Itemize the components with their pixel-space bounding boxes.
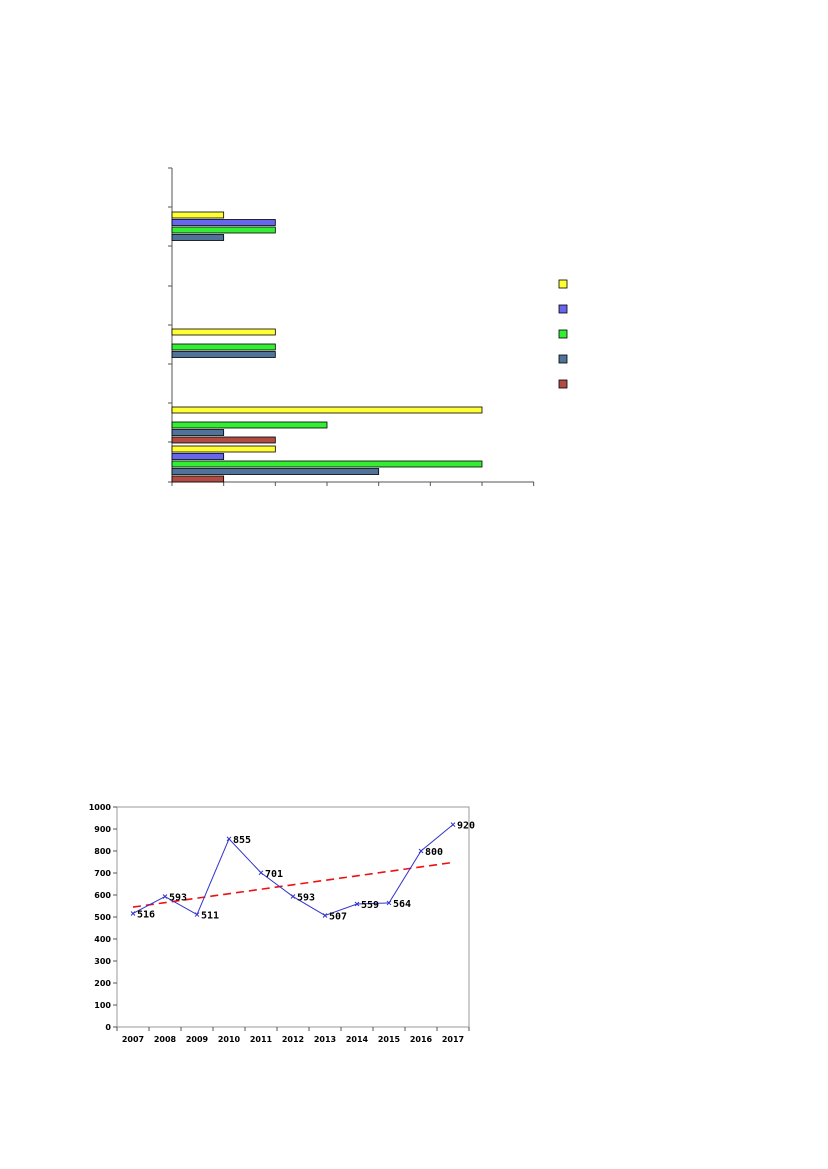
legend-swatch xyxy=(558,329,568,339)
data-point xyxy=(130,911,136,916)
bar xyxy=(171,460,483,468)
data-point xyxy=(354,901,360,907)
y-tick-label: 200 xyxy=(94,979,111,988)
data-point xyxy=(418,848,424,854)
bar xyxy=(171,234,225,241)
x-tick-label: 2007 xyxy=(122,1035,144,1044)
y-tick-label: 0 xyxy=(105,1023,111,1032)
y-tick-label: 700 xyxy=(94,869,111,878)
data-point xyxy=(258,870,264,876)
data-point xyxy=(194,912,200,917)
bar xyxy=(171,343,276,351)
x-tick-label: 2008 xyxy=(154,1035,177,1044)
legend-swatch xyxy=(558,379,568,389)
bar xyxy=(171,219,276,226)
bar xyxy=(171,429,225,436)
x-tick-label: 2016 xyxy=(410,1035,433,1044)
x-tick-label: 2012 xyxy=(282,1035,304,1044)
data-label: 701 xyxy=(265,869,283,880)
x-tick-label: 2010 xyxy=(218,1035,241,1044)
data-label: 855 xyxy=(233,835,251,846)
bar xyxy=(171,421,328,429)
data-point xyxy=(386,900,392,906)
x-tick-label: 2017 xyxy=(442,1035,464,1044)
bar xyxy=(171,468,380,475)
bar xyxy=(171,453,225,460)
bar xyxy=(171,211,225,219)
bar xyxy=(171,436,276,444)
data-label: 516 xyxy=(137,909,155,920)
y-tick-label: 800 xyxy=(94,847,111,856)
x-tick-label: 2014 xyxy=(346,1035,369,1044)
x-tick-label: 2011 xyxy=(250,1035,273,1044)
x-tick-label: 2015 xyxy=(378,1035,401,1044)
legend-swatch xyxy=(558,304,568,314)
legend-swatch xyxy=(558,279,568,289)
y-tick-label: 500 xyxy=(94,913,111,922)
y-tick-label: 1000 xyxy=(89,803,112,812)
data-label: 920 xyxy=(457,821,475,832)
x-tick-label: 2009 xyxy=(186,1035,209,1044)
data-point xyxy=(322,913,328,918)
y-tick-label: 100 xyxy=(94,1001,111,1010)
data-label: 564 xyxy=(393,899,411,910)
data-point xyxy=(226,836,232,842)
bar xyxy=(171,351,276,358)
y-tick-label: 900 xyxy=(94,825,111,834)
bar xyxy=(171,445,276,453)
bar xyxy=(171,406,483,414)
data-point xyxy=(290,894,296,899)
data-point xyxy=(450,822,456,827)
data-label: 511 xyxy=(201,911,219,922)
y-tick-label: 400 xyxy=(94,935,111,944)
y-tick-label: 300 xyxy=(94,957,111,966)
y-tick-label: 600 xyxy=(94,891,111,900)
plot-area xyxy=(116,806,470,1028)
legend-swatch xyxy=(558,354,568,364)
bar xyxy=(171,226,276,234)
data-label: 593 xyxy=(169,893,187,904)
data-label: 507 xyxy=(329,911,347,922)
data-label: 593 xyxy=(297,893,315,904)
data-label: 559 xyxy=(361,900,379,911)
bar xyxy=(171,475,225,483)
trendline xyxy=(132,861,454,908)
data-point xyxy=(162,894,168,899)
data-label: 800 xyxy=(425,847,443,858)
bar xyxy=(171,328,276,336)
x-tick-label: 2013 xyxy=(314,1035,336,1044)
